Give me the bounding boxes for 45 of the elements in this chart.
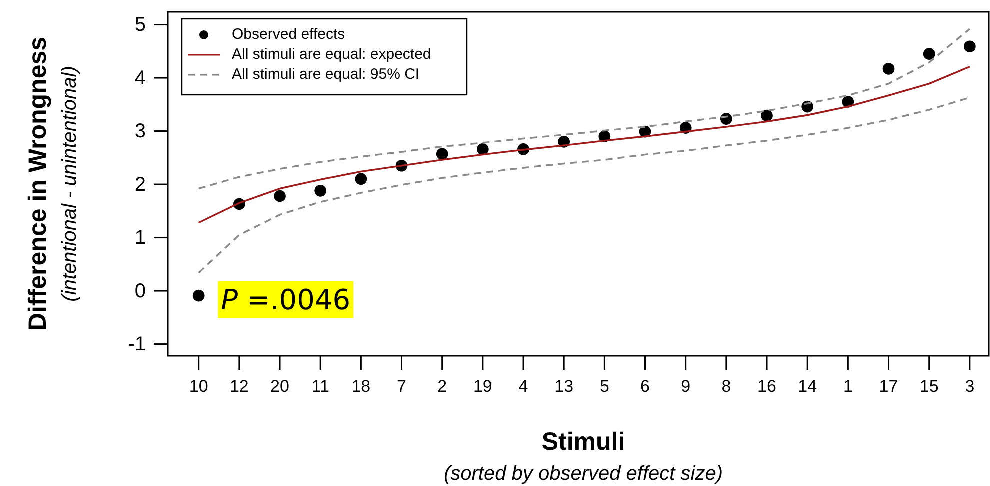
x-tick-label: 6: [640, 377, 650, 396]
point: [761, 110, 773, 122]
y-tick-label: 0: [134, 280, 146, 302]
legend-label: All stimuli are equal: 95% CI: [232, 66, 420, 83]
point: [355, 173, 368, 186]
y-axis-title: Difference in Wrongness (intentional - unintentional): [24, 36, 81, 332]
x-tick-label: 3: [965, 377, 975, 396]
line-series: [198, 66, 971, 224]
x-tick-label: 7: [397, 377, 406, 396]
annotation: P =.0046: [221, 283, 351, 316]
x-tick-label: 13: [554, 377, 574, 396]
x-tick-label: 15: [920, 377, 939, 396]
x-tick-label: 4: [518, 377, 528, 396]
point: [882, 63, 895, 75]
x-tick-label: 5: [600, 377, 610, 396]
x-tick-label: 9: [681, 377, 691, 396]
x-tick-label: 8: [722, 377, 732, 396]
point: [923, 48, 936, 60]
x-tick-label: 16: [758, 377, 776, 396]
point: [964, 40, 976, 53]
point: [477, 143, 489, 156]
x-tick-label: 14: [798, 377, 818, 396]
point: [436, 148, 448, 160]
legend-label: All stimuli are equal: expected: [232, 46, 432, 63]
point: [274, 190, 286, 202]
point: [314, 185, 327, 197]
x-tick-label: 10: [189, 377, 208, 396]
x-tick-label: 17: [879, 377, 898, 396]
legend-label: Observed effects: [232, 26, 346, 43]
x-axis-title: Stimuli (sorted by observed effect size): [444, 428, 724, 485]
line-series: [198, 28, 971, 190]
y-tick-label: -1: [128, 334, 146, 356]
y-tick-label: 2: [134, 174, 146, 196]
x-tick-label: 12: [230, 377, 249, 396]
x-tick-label: 18: [352, 377, 371, 396]
x-tick-label: 19: [473, 377, 492, 396]
y-tick-label: 4: [134, 67, 146, 90]
x-tick-label: 20: [270, 377, 290, 396]
y-tick-label: 1: [134, 227, 146, 250]
x-tick-label: 11: [312, 377, 330, 396]
x-tick-label: 2: [438, 377, 448, 396]
point: [192, 290, 205, 302]
x-tick-label: 1: [843, 377, 853, 396]
y-tick-label: 5: [134, 14, 146, 36]
y-tick-label: 3: [134, 120, 146, 143]
